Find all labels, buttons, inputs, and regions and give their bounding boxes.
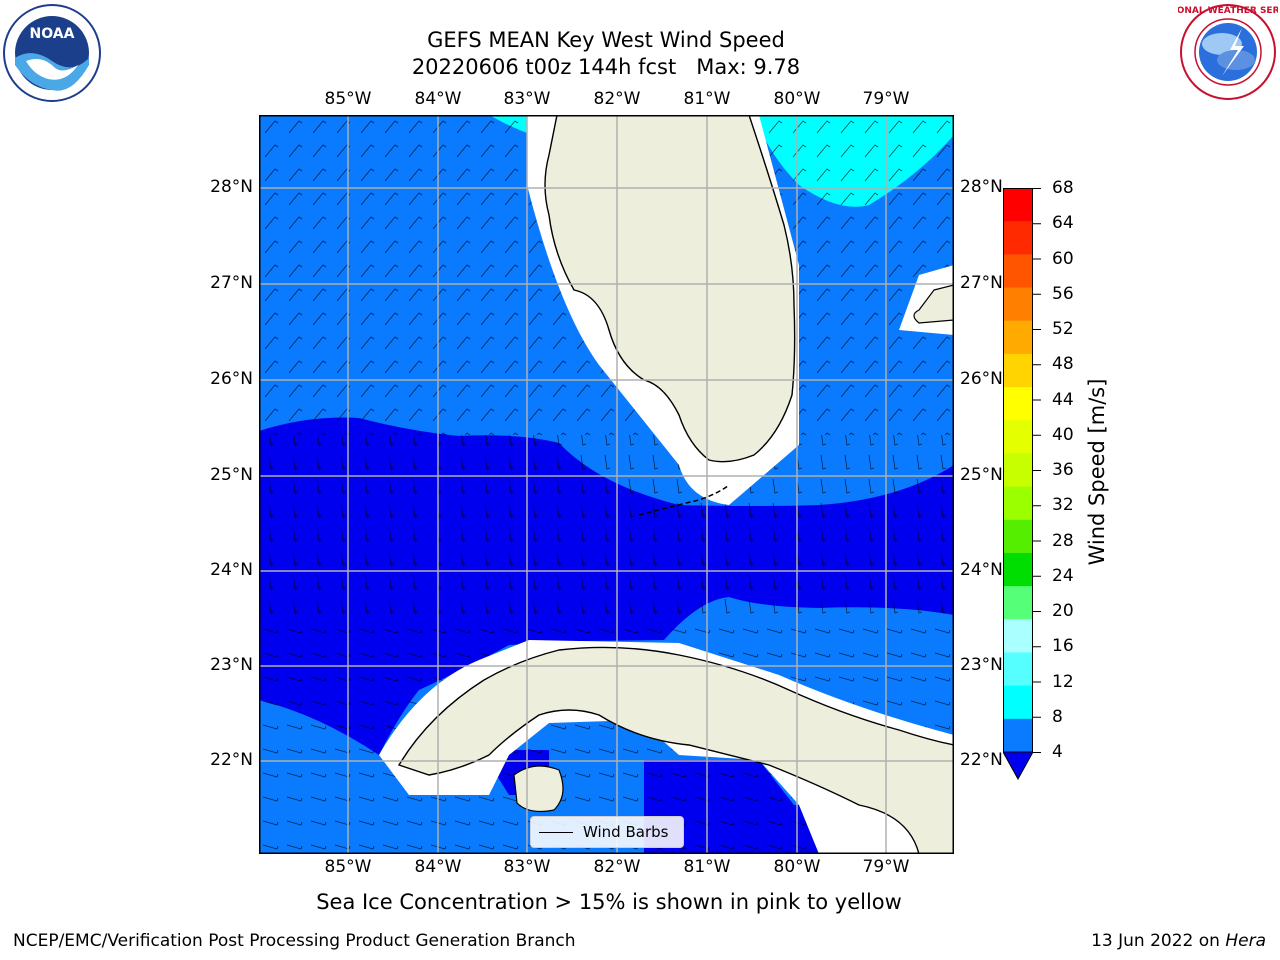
colorbar-band	[1003, 552, 1033, 587]
colorbar-band	[1003, 519, 1033, 554]
colorbar-band	[1003, 287, 1033, 322]
lon-label-top: 80°W	[773, 89, 821, 109]
lat-label-left: 26°N	[210, 369, 253, 389]
lat-label-left: 27°N	[210, 273, 253, 293]
colorbar-band	[1003, 586, 1033, 620]
isle-of-youth	[513, 765, 564, 813]
colorbar-tick-label: 28	[1052, 530, 1074, 551]
colorbar-band	[1003, 685, 1033, 720]
colorbar-band	[1003, 387, 1033, 421]
wind-speed-map	[259, 115, 954, 854]
colorbar-band	[1003, 353, 1033, 388]
footer-date: 13 Jun 2022 on	[1091, 931, 1220, 951]
lon-label-bottom: 85°W	[324, 857, 372, 877]
lon-label-bottom: 80°W	[773, 857, 821, 877]
lon-label-bottom: 82°W	[593, 857, 641, 877]
lon-label-top: 81°W	[683, 89, 731, 109]
noaa-logo: NOAA	[3, 4, 101, 102]
lat-label-left: 22°N	[210, 750, 253, 770]
colorbar-tick-label: 64	[1052, 213, 1074, 234]
lon-label-bottom: 84°W	[414, 857, 462, 877]
colorbar-tick-label: 52	[1052, 319, 1074, 339]
nws-logo-text: NATIONAL WEATHER SERVICE	[1178, 6, 1278, 16]
colorbar-band	[1003, 254, 1033, 289]
colorbar-band	[1003, 453, 1033, 488]
colorbar-tick-label: 24	[1052, 565, 1074, 586]
legend-line-icon	[539, 831, 573, 833]
colorbar-tick-label: 56	[1052, 283, 1074, 304]
colorbar-band	[1003, 619, 1033, 653]
colorbar-label: Wind Speed [m/s]	[1085, 378, 1109, 566]
footer-machine: Hera	[1225, 931, 1266, 951]
colorbar-tick-label: 68	[1052, 178, 1074, 198]
lat-label-right: 24°N	[960, 560, 1003, 580]
lon-label-top: 82°W	[593, 89, 641, 109]
nws-logo: NATIONAL WEATHER SERVICE	[1178, 4, 1278, 100]
lon-label-top: 79°W	[862, 89, 910, 109]
sea-ice-note: Sea Ice Concentration > 15% is shown in …	[316, 890, 902, 914]
colorbar-tick-label: 20	[1052, 601, 1074, 621]
colorbar-extend-triangle	[1003, 751, 1033, 780]
lat-label-right: 25°N	[960, 465, 1003, 485]
colorbar-band	[1003, 652, 1033, 687]
bahamas-land	[913, 284, 954, 324]
colorbar-band	[1003, 320, 1033, 355]
lat-label-left: 25°N	[210, 465, 253, 485]
lat-label-left: 24°N	[210, 560, 253, 580]
lat-label-right: 26°N	[960, 369, 1003, 389]
lon-label-top: 84°W	[414, 89, 462, 109]
florida-land	[544, 115, 796, 463]
lon-label-top: 83°W	[503, 89, 551, 109]
colorbar-tick-label: 40	[1052, 424, 1074, 445]
lon-label-top: 85°W	[324, 89, 372, 109]
colorbar-tick-label: 44	[1052, 389, 1074, 410]
colorbar-tick-label: 60	[1052, 248, 1074, 269]
colorbar-band	[1003, 188, 1033, 222]
lon-label-bottom: 81°W	[683, 857, 731, 877]
florida-keys	[638, 484, 730, 516]
lon-label-bottom: 79°W	[862, 857, 910, 877]
graticule	[259, 115, 954, 854]
lat-label-right: 23°N	[960, 655, 1003, 675]
noaa-logo-text: NOAA	[30, 26, 75, 42]
chart-title: GEFS MEAN Key West Wind Speed	[427, 28, 785, 52]
lat-label-left: 23°N	[210, 655, 253, 675]
colorbar-tick-label: 4	[1052, 742, 1063, 762]
lat-label-left: 28°N	[210, 177, 253, 197]
footer-credit: NCEP/EMC/Verification Post Processing Pr…	[13, 931, 576, 951]
colorbar	[1003, 188, 1033, 780]
colorbar-tick-label: 8	[1052, 706, 1063, 727]
lon-label-bottom: 83°W	[503, 857, 551, 877]
colorbar-tick-label: 32	[1052, 495, 1074, 516]
chart-subtitle: 20220606 t00z 144h fcst Max: 9.78	[411, 55, 801, 79]
wind-barbs-legend: Wind Barbs	[530, 816, 684, 848]
colorbar-band	[1003, 718, 1033, 753]
colorbar-tick-label: 12	[1052, 671, 1074, 692]
lat-label-right: 27°N	[960, 273, 1003, 293]
colorbar-band	[1003, 420, 1033, 454]
colorbar-tick-marks	[1033, 188, 1041, 753]
footer-stamp: 13 Jun 2022 on Hera	[1091, 931, 1266, 951]
colorbar-tick-label: 48	[1052, 354, 1074, 375]
colorbar-band	[1003, 221, 1033, 255]
lat-label-right: 28°N	[960, 177, 1003, 197]
colorbar-band	[1003, 486, 1033, 521]
colorbar-tick-label: 36	[1052, 460, 1074, 480]
colorbar-tick-label: 16	[1052, 636, 1074, 657]
colorbar-frame	[1003, 188, 1033, 753]
map-frame	[259, 115, 954, 854]
legend-label: Wind Barbs	[583, 823, 669, 841]
lat-label-right: 22°N	[960, 750, 1003, 770]
